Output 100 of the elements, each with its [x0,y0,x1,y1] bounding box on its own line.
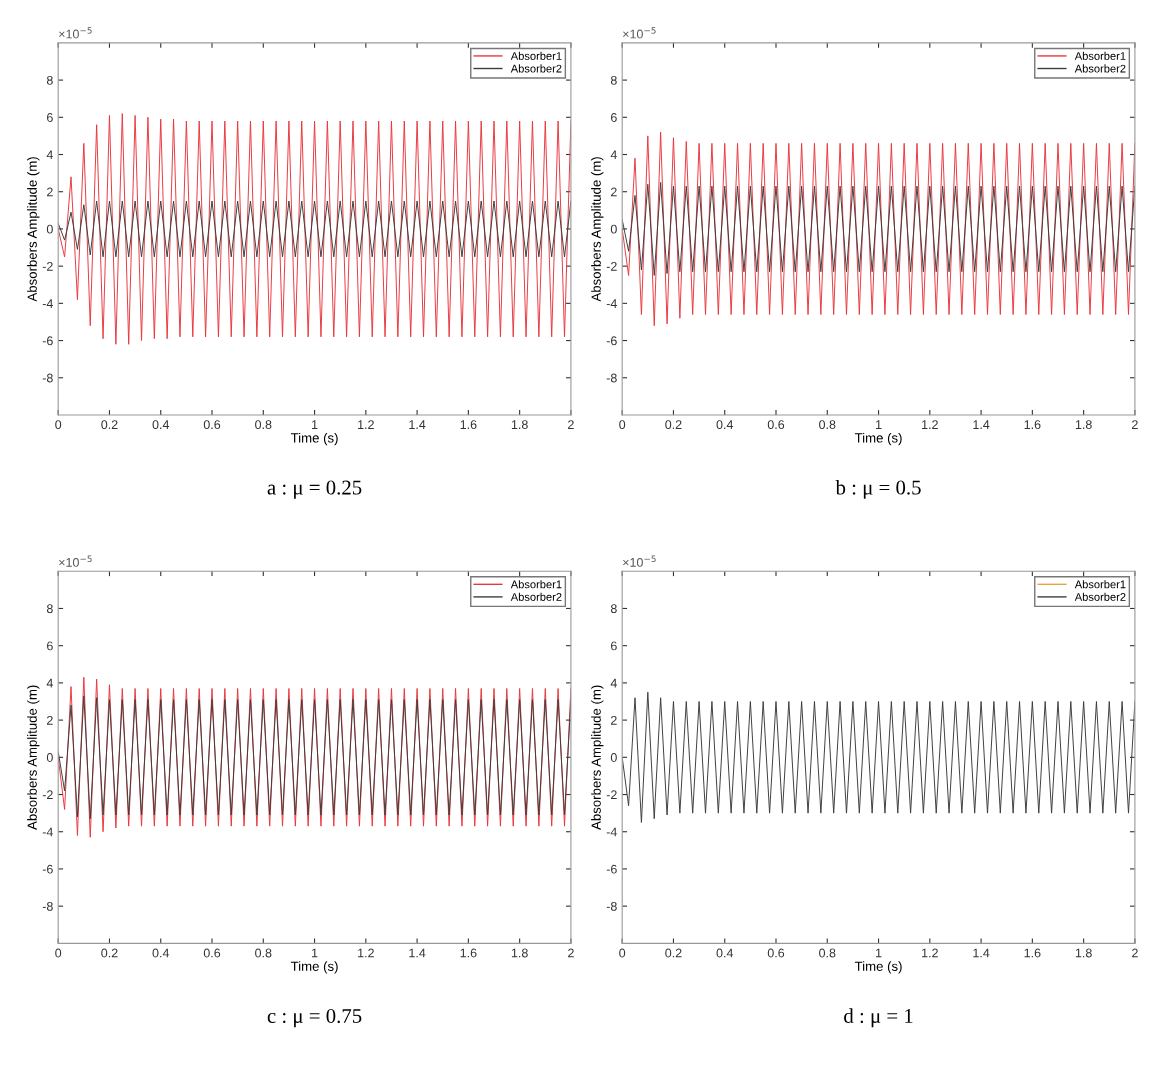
x-tick-label: 1.6 [1024,948,1041,958]
y-tick-label: -6 [42,336,53,346]
y-tick-label: -8 [606,901,617,911]
line-series [58,695,571,820]
x-tick-label: 1.4 [973,948,990,958]
y-tick-label: 0 [610,224,617,234]
y-tick-label: -4 [606,827,617,837]
y-tick-label: -6 [606,864,617,874]
x-tick-label: 1 [312,420,318,429]
y-tick-label: -2 [606,261,617,271]
y-tick-label: 2 [611,187,617,197]
x-tick-label: 1.8 [511,420,528,430]
y-tick-label: 8 [610,604,617,614]
y-tick-label: -2 [42,790,53,800]
x-tick-label: 0.6 [767,948,785,958]
x-tick-label: 1.6 [1024,420,1041,430]
x-axis-title: Time (s) [854,961,902,974]
legend-label: Absorber2 [1074,592,1126,601]
legend-label: Absorber1 [1074,580,1126,589]
y-tick-label: -6 [606,336,617,346]
y-tick-label: -4 [42,827,53,837]
y-axis-title: Absorbers Amplitude (m) [591,157,604,302]
y-tick-label: 2 [47,187,53,197]
text: ×10$^{−5}$ [623,27,656,39]
x-tick-label: 2 [1132,948,1138,958]
y-tick-label: 8 [46,75,53,85]
y-tick-label: -8 [42,373,53,383]
text: ×10$^{−5}$ [59,27,92,39]
x-axis-title: Time (s) [290,961,338,974]
x-tick-label: 2 [1132,420,1138,429]
x-tick-label: 1.4 [409,420,426,429]
x-tick-label: 0.4 [716,420,734,430]
line-series [58,200,571,258]
x-tick-label: 1.6 [460,420,477,430]
legend-label: Absorber1 [510,580,562,589]
x-tick-label: 2 [568,948,574,958]
x-axis-title: Time (s) [854,432,902,446]
x-tick-label: 0.6 [203,948,221,958]
y-tick-label: 4 [46,150,53,160]
y-tick-label: 2 [47,715,53,725]
x-tick-label: 1.2 [922,420,938,429]
x-tick-label: 1.2 [358,420,374,429]
y-tick-label: -8 [606,373,617,383]
x-tick-label: 0.2 [101,420,118,430]
x-tick-label: 1.8 [511,948,528,958]
x-tick-label: 0.8 [255,420,272,430]
text: ×10$^{−5}$ [623,555,656,567]
x-tick-label: 0.8 [255,948,272,958]
y-tick-label: 8 [610,75,617,85]
x-tick-label: 0.2 [665,948,682,958]
y-tick-label: 0 [46,224,53,234]
y-axis-title: Absorbers Amplitude (m) [27,685,40,830]
y-tick-label: 6 [47,641,53,651]
text: a : μ = 0.25 [267,480,362,499]
x-tick-label: 0.2 [101,948,118,958]
x-tick-label: 0.4 [152,948,170,958]
y-axis-title: Absorbers Amplitude (m) [27,157,40,302]
x-tick-label: 1.2 [922,948,938,958]
x-tick-label: 0 [619,420,626,430]
line-series [58,113,571,345]
x-tick-label: 1.8 [1075,420,1092,430]
y-tick-label: -2 [606,790,617,800]
y-tick-label: 6 [611,641,617,651]
x-tick-label: 0 [55,948,62,958]
x-tick-label: 1 [312,948,318,958]
x-tick-label: 1.8 [1075,948,1092,958]
x-tick-label: 1.2 [358,948,374,958]
x-tick-label: 0.4 [716,948,734,958]
x-tick-label: 0.6 [767,420,785,430]
text: ×10$^{−5}$ [59,555,92,567]
legend-label: Absorber2 [510,64,562,73]
y-tick-label: 0 [610,753,617,762]
x-tick-label: 0 [55,420,62,430]
text: b : μ = 0.5 [835,479,921,499]
y-tick-label: -8 [42,901,53,911]
x-tick-label: 0 [619,948,626,958]
y-tick-label: -2 [42,261,53,271]
y-tick-label: 4 [610,150,617,160]
x-tick-label: 0.8 [819,420,836,430]
x-tick-label: 0.2 [665,420,682,430]
line-series [622,181,1135,276]
y-tick-label: 6 [611,113,617,122]
x-tick-label: 1 [876,420,882,429]
y-tick-label: 2 [611,715,617,725]
x-tick-label: 2 [568,420,574,429]
x-tick-label: 0.8 [819,948,836,958]
legend-label: Absorber2 [1074,64,1126,73]
x-tick-label: 0.6 [203,420,221,430]
y-tick-label: 4 [46,678,53,688]
y-tick-label: 8 [46,604,53,614]
y-axis-title: Absorbers Amplitude (m) [591,685,604,830]
x-tick-label: 0.4 [152,420,170,430]
text: d : μ = 1 [844,1008,913,1028]
text: c : μ = 0.75 [267,1008,362,1028]
legend-label: Absorber1 [510,51,562,60]
legend-label: Absorber1 [1074,51,1126,60]
x-tick-label: 1.4 [973,420,990,429]
x-tick-label: 1.4 [409,948,426,958]
x-tick-label: 1 [876,948,882,958]
y-tick-label: 0 [46,753,53,762]
